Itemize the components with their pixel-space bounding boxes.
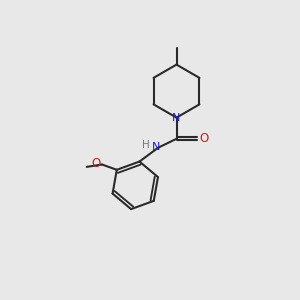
Text: O: O — [199, 132, 208, 145]
Text: N: N — [152, 142, 160, 152]
Text: O: O — [92, 157, 101, 170]
Text: N: N — [172, 112, 181, 123]
Text: H: H — [142, 140, 150, 150]
